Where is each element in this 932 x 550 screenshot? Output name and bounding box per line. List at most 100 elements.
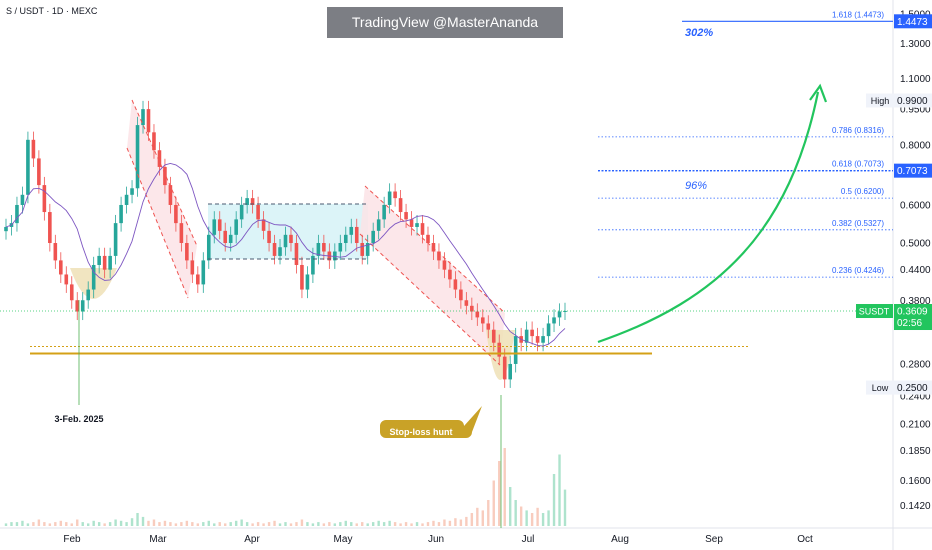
candle-body <box>196 274 200 285</box>
volume-bar <box>163 520 167 526</box>
y-tick-label: 1.3000 <box>900 39 931 50</box>
candle-body <box>250 198 255 205</box>
volume-bar <box>508 487 512 526</box>
x-tick-label: Aug <box>611 534 629 545</box>
y-tick-label: 0.5000 <box>900 239 931 250</box>
candle-body <box>365 243 370 256</box>
x-tick-label: Mar <box>149 534 167 545</box>
candle-body <box>497 342 502 357</box>
price-label-text: 1.4473 <box>897 17 928 28</box>
x-tick-label: May <box>334 534 353 545</box>
candle-body <box>513 336 518 364</box>
side-label-box <box>866 93 894 108</box>
volume-bar <box>284 522 287 526</box>
volume-bar <box>328 522 331 526</box>
fib-label: 0.618 (0.7073) <box>832 160 884 169</box>
candle-body <box>48 212 52 244</box>
volume-bar <box>415 522 419 526</box>
candle-body <box>448 269 452 280</box>
candle-body <box>234 219 238 235</box>
candle-body <box>146 109 151 133</box>
volume-bar <box>377 520 380 526</box>
candle-body <box>86 289 91 301</box>
candle-body <box>437 251 441 261</box>
candle-body <box>141 109 145 126</box>
candle-body <box>530 329 534 337</box>
side-label-text: Low <box>872 383 889 393</box>
candle-body <box>217 219 222 231</box>
candle-body <box>75 300 80 312</box>
side-label-text: High <box>871 96 890 106</box>
falling-channel-1 <box>127 100 197 298</box>
candle-body <box>404 212 408 220</box>
volume-bar <box>92 520 95 526</box>
candle-body <box>119 204 123 224</box>
volume-bar <box>81 522 84 526</box>
candle-body <box>289 234 293 244</box>
candle-body <box>15 204 19 224</box>
volume-bar <box>174 523 178 526</box>
symbol-title: S / USDT · 1D · MEXC <box>6 6 98 16</box>
volume-bar <box>530 513 534 526</box>
volume-bar <box>267 522 271 526</box>
channel1-lower <box>126 147 189 299</box>
fib-label: 0.786 (0.8316) <box>832 126 884 135</box>
candle-body <box>322 243 326 252</box>
volume-bar <box>59 520 63 526</box>
candle-body <box>360 243 365 256</box>
volume-bar <box>15 522 19 526</box>
x-tick-label: Apr <box>244 534 260 545</box>
candle-body <box>245 198 249 205</box>
volume-bars <box>4 448 567 526</box>
volume-bar <box>158 522 161 526</box>
candle-body <box>91 264 96 290</box>
volume-bar <box>278 523 282 526</box>
side-label-box <box>866 380 894 395</box>
volume-bar <box>465 516 468 526</box>
candle-body <box>239 204 244 220</box>
candle-body <box>179 223 184 244</box>
y-tick-label: 0.1850 <box>900 446 931 457</box>
candle-body <box>201 260 206 285</box>
volume-bar <box>32 522 35 526</box>
candle-body <box>168 185 173 205</box>
candle-body <box>278 247 282 256</box>
volume-bar <box>547 510 550 526</box>
volume-bar <box>240 519 243 526</box>
candle-body <box>97 255 101 265</box>
candle-body <box>212 219 217 235</box>
candle-body <box>409 219 414 227</box>
volume-bar <box>317 522 320 526</box>
candle-body <box>300 264 304 290</box>
candle-body <box>475 311 480 318</box>
candle-body <box>343 234 348 244</box>
volume-bar <box>21 520 24 526</box>
overlays: 3-Feb. 2025 Stop-loss hunt <box>0 83 893 528</box>
candle-body <box>459 289 463 301</box>
volume-bar <box>87 523 90 526</box>
fib-label: 0.382 (0.5327) <box>832 219 884 228</box>
volume-bar <box>350 522 353 526</box>
volume-bar <box>361 522 364 526</box>
volume-bar <box>43 522 46 526</box>
channel2-lower <box>359 233 501 366</box>
volume-bar <box>234 520 238 526</box>
volume-bar <box>114 519 117 526</box>
volume-bar <box>306 522 309 526</box>
candle-body <box>371 230 375 244</box>
y-tick-label: 0.6000 <box>900 200 931 211</box>
x-tick-label: Oct <box>797 534 813 545</box>
volume-bar <box>65 522 68 526</box>
candle-body <box>316 243 321 256</box>
price-labels: 1.44730.70730.9900High0.2500Low0.3416SUS… <box>856 14 932 395</box>
stop-loss-text: Stop-loss hunt <box>390 427 453 437</box>
candle-body <box>267 230 271 244</box>
falling-channel-2 <box>360 186 505 365</box>
watermark: TradingView @MasterAnanda <box>327 7 563 38</box>
candle-body <box>272 243 277 256</box>
volume-bar <box>404 522 408 526</box>
countdown-text: 02:56 <box>897 318 922 329</box>
volume-bar <box>295 522 298 526</box>
